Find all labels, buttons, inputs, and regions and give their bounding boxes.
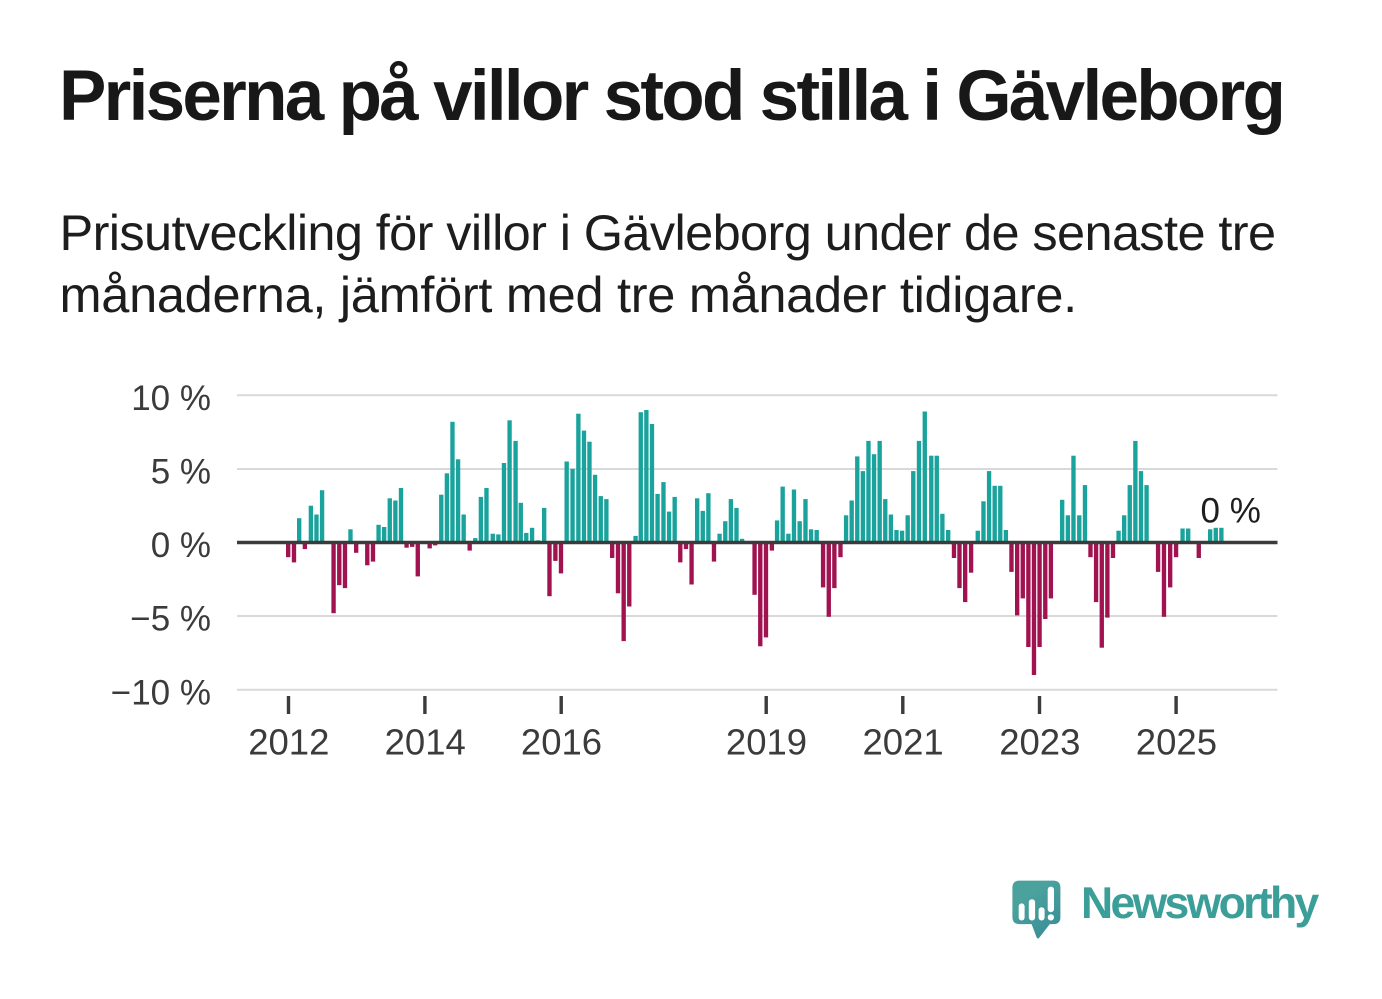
svg-text:2021: 2021 xyxy=(862,722,943,763)
svg-text:2023: 2023 xyxy=(999,722,1080,763)
svg-text:Newsworthy: Newsworthy xyxy=(1081,879,1320,928)
svg-text:2025: 2025 xyxy=(1136,722,1217,763)
svg-text:2016: 2016 xyxy=(521,722,602,763)
svg-text:−10 %: −10 % xyxy=(111,673,211,712)
svg-text:0 %: 0 % xyxy=(151,526,211,565)
svg-text:2019: 2019 xyxy=(726,722,807,763)
svg-text:10 %: 10 % xyxy=(131,379,211,418)
svg-text:5 %: 5 % xyxy=(151,453,211,492)
svg-text:−5 %: −5 % xyxy=(130,600,211,639)
svg-text:2012: 2012 xyxy=(248,722,329,763)
svg-text:0 %: 0 % xyxy=(1201,492,1261,531)
svg-text:2014: 2014 xyxy=(385,722,466,763)
